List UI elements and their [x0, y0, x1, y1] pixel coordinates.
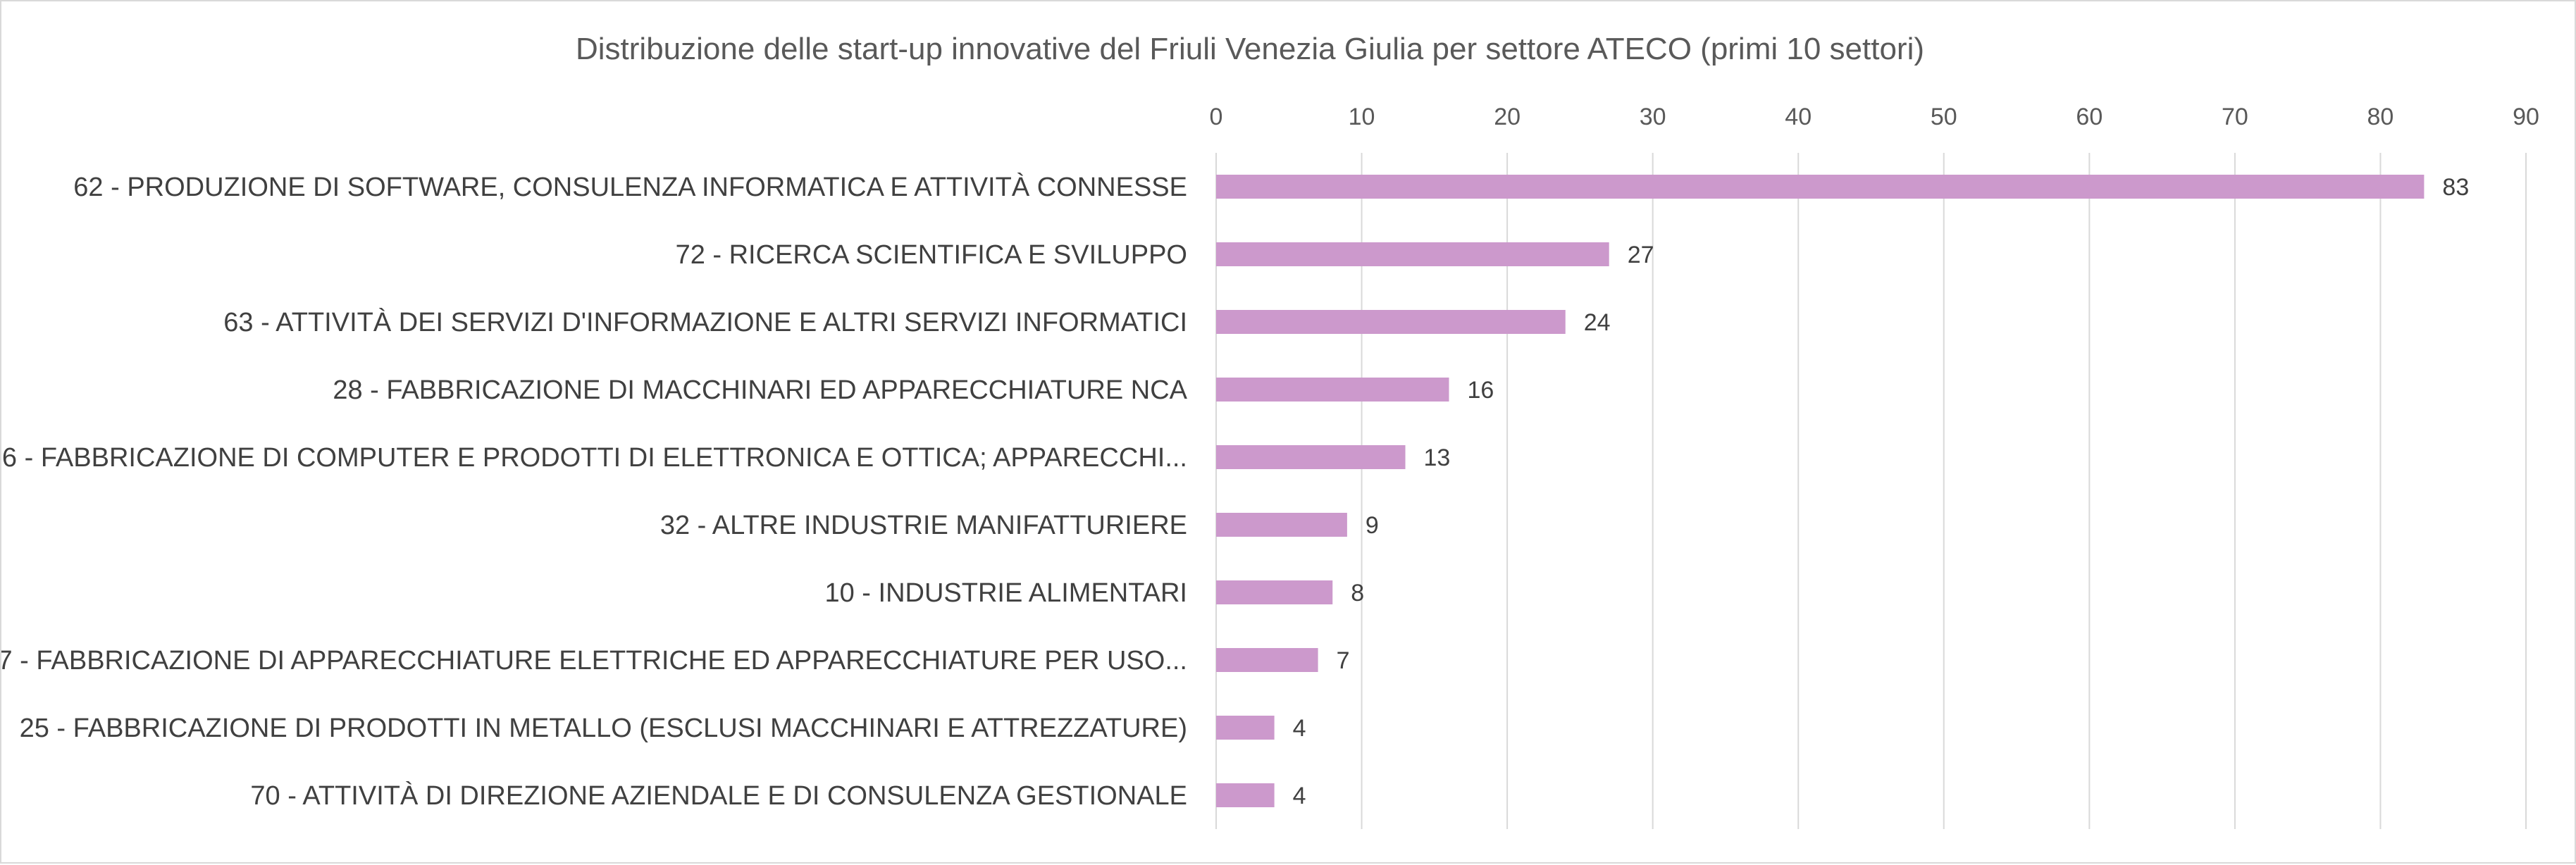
bar	[1216, 242, 1609, 266]
data-label: 16	[1467, 377, 1494, 404]
data-label: 27	[1628, 242, 1654, 268]
bar	[1216, 378, 1449, 402]
bar	[1216, 175, 2425, 199]
x-tick-label: 0	[1210, 104, 1223, 130]
category-label: 25 - FABBRICAZIONE DI PRODOTTI IN METALL…	[20, 714, 1187, 743]
category-label: 63 - ATTIVITÀ DEI SERVIZI D'INFORMAZIONE…	[223, 307, 1187, 337]
chart-title: Distribuzione delle start-up innovative …	[576, 32, 1924, 66]
data-label: 9	[1366, 512, 1379, 539]
category-label: 27 - FABBRICAZIONE DI APPARECCHIATURE EL…	[1, 646, 1187, 676]
data-label: 4	[1293, 715, 1306, 742]
x-tick-label: 90	[2513, 104, 2539, 130]
data-label: 7	[1337, 647, 1350, 674]
data-label: 13	[1424, 444, 1451, 471]
x-tick-label: 70	[2222, 104, 2248, 130]
x-tick-label: 10	[1349, 104, 1375, 130]
data-labels: 83 27 24 16 13 9 8 7 4 4	[1293, 174, 2470, 809]
x-tick-label: 50	[1931, 104, 1957, 130]
bar	[1216, 580, 1333, 604]
category-label: 32 - ALTRE INDUSTRIE MANIFATTURIERE	[660, 511, 1187, 540]
x-tick-label: 20	[1494, 104, 1521, 130]
data-label: 4	[1293, 783, 1306, 809]
data-label: 8	[1351, 580, 1364, 606]
category-label: 62 - PRODUZIONE DI SOFTWARE, CONSULENZA …	[73, 172, 1187, 202]
category-label: 26 - FABBRICAZIONE DI COMPUTER E PRODOTT…	[1, 443, 1187, 473]
x-tick-label: 60	[2076, 104, 2103, 130]
category-label: 28 - FABBRICAZIONE DI MACCHINARI ED APPA…	[333, 375, 1187, 405]
x-tick-label: 80	[2367, 104, 2394, 130]
x-tick-label: 40	[1785, 104, 1812, 130]
bar	[1216, 445, 1406, 469]
data-label: 24	[1584, 309, 1611, 336]
bar	[1216, 648, 1318, 672]
bar	[1216, 783, 1275, 807]
bars	[1216, 175, 2425, 807]
bar	[1216, 716, 1275, 740]
bar	[1216, 310, 1566, 334]
x-tick-label: 30	[1640, 104, 1666, 130]
category-labels: 62 - PRODUZIONE DI SOFTWARE, CONSULENZA …	[1, 172, 1188, 811]
x-axis-ticks: 0 10 20 30 40 50 60 70 80 90	[1210, 104, 2539, 130]
category-label: 72 - RICERCA SCIENTIFICA E SVILUPPO	[676, 240, 1187, 270]
category-label: 70 - ATTIVITÀ DI DIREZIONE AZIENDALE E D…	[250, 780, 1187, 811]
data-label: 83	[2442, 174, 2469, 201]
bar	[1216, 513, 1347, 537]
category-label: 10 - INDUSTRIE ALIMENTARI	[824, 578, 1187, 608]
